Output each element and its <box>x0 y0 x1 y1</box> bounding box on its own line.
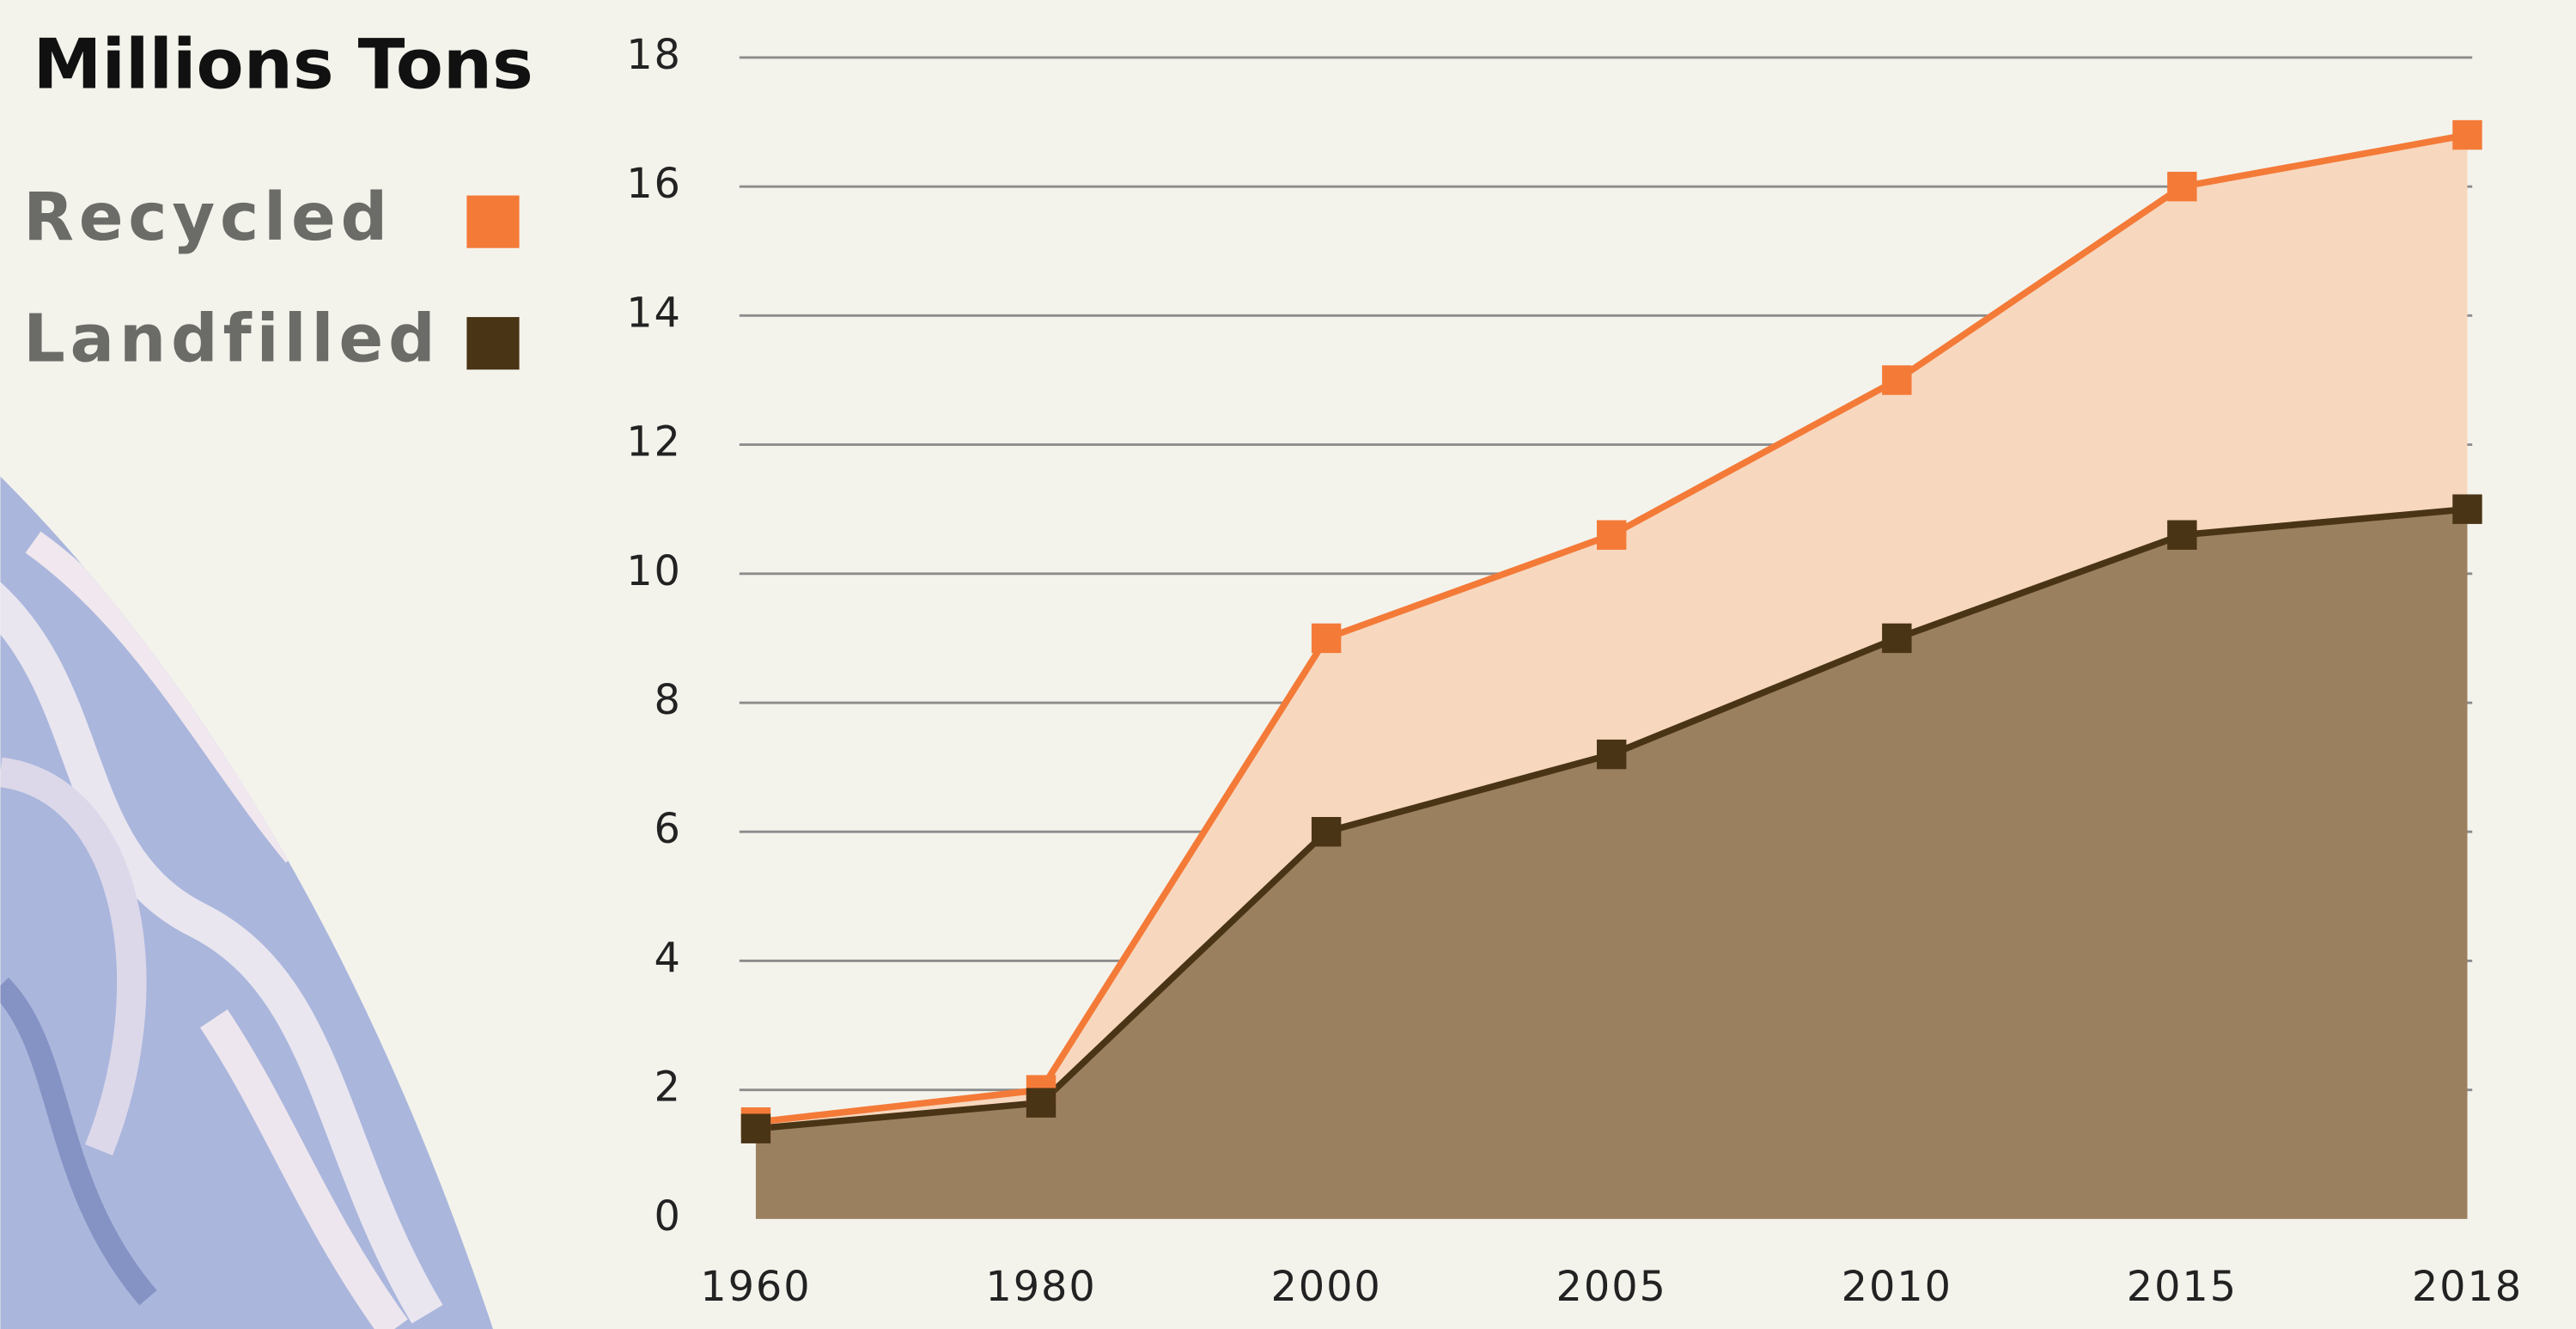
chart: Millions Tons Recycled Landfilled 0 2 4 6 8 10… <box>0 0 2576 1329</box>
marker <box>2452 120 2482 149</box>
y-tick-label: 16 <box>626 161 682 208</box>
marker <box>1312 624 1341 653</box>
marker <box>2452 494 2482 523</box>
legend-swatch <box>466 317 519 369</box>
x-tick-label: 2005 <box>1556 1264 1667 1311</box>
y-tick-label: 18 <box>626 32 682 79</box>
marker <box>1882 365 1911 394</box>
marker <box>1312 817 1341 846</box>
marker <box>741 1114 770 1143</box>
y-tick-label: 8 <box>655 677 682 724</box>
y-tick-label: 0 <box>655 1193 682 1241</box>
legend-label: Landfilled <box>23 302 440 378</box>
x-tick-label: 2000 <box>1270 1264 1381 1311</box>
legend-swatch <box>466 196 519 248</box>
y-tick-label: 14 <box>626 290 682 337</box>
chart-title: Millions Tons <box>33 23 533 104</box>
x-tick-label: 2018 <box>2412 1264 2523 1311</box>
x-tick-label: 1960 <box>700 1264 811 1311</box>
legend-label: Recycled <box>23 180 393 256</box>
x-tick-label: 2015 <box>2127 1264 2238 1311</box>
page: {"chart_data": {"type": "area", "title":… <box>0 0 2576 1329</box>
legend: Recycled Landfilled <box>23 180 519 378</box>
y-tick-label: 10 <box>626 548 682 595</box>
y-tick-label: 12 <box>626 419 682 466</box>
marker <box>1597 740 1626 769</box>
marker <box>1597 521 1626 550</box>
marker <box>1026 1088 1056 1117</box>
y-tick-label: 2 <box>655 1064 682 1112</box>
x-tick-label: 2010 <box>1842 1264 1952 1311</box>
marker <box>2167 172 2196 201</box>
y-tick-label: 4 <box>655 935 682 982</box>
plot-area: 0 2 4 6 8 10 12 14 16 18 1960 1980 2000 2005 2010 2015 2… <box>626 32 2523 1311</box>
x-tick-label: 1980 <box>985 1264 1096 1311</box>
y-tick-label: 6 <box>655 806 682 853</box>
decorative-photo <box>0 460 509 1329</box>
marker <box>2167 521 2196 550</box>
marker <box>1882 624 1911 653</box>
